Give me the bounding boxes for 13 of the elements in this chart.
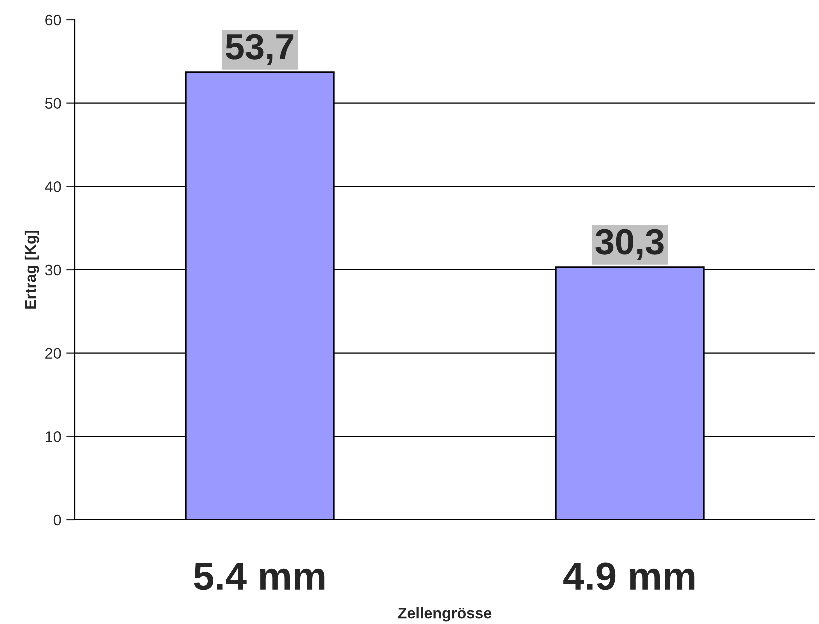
x-axis-title: Zellengrösse — [398, 608, 492, 622]
y-tick-label: 20 — [46, 348, 62, 360]
y-tick-label: 50 — [45, 98, 62, 110]
y-tick-label: 0 — [54, 514, 62, 526]
y-tick-label: 60 — [46, 14, 62, 26]
x-tick-label: 4.9 mm — [564, 562, 695, 590]
y-tick-label: 40 — [45, 182, 62, 192]
data-label: 30,3 — [596, 229, 664, 260]
x-tick-label: 5.4 mm — [194, 563, 325, 590]
data-label: 53,7 — [226, 34, 294, 66]
y-tick-label: 30 — [45, 264, 62, 276]
y-axis-title: Ertrag [Kg] — [24, 230, 40, 309]
y-tick-label: 10 — [46, 432, 62, 442]
